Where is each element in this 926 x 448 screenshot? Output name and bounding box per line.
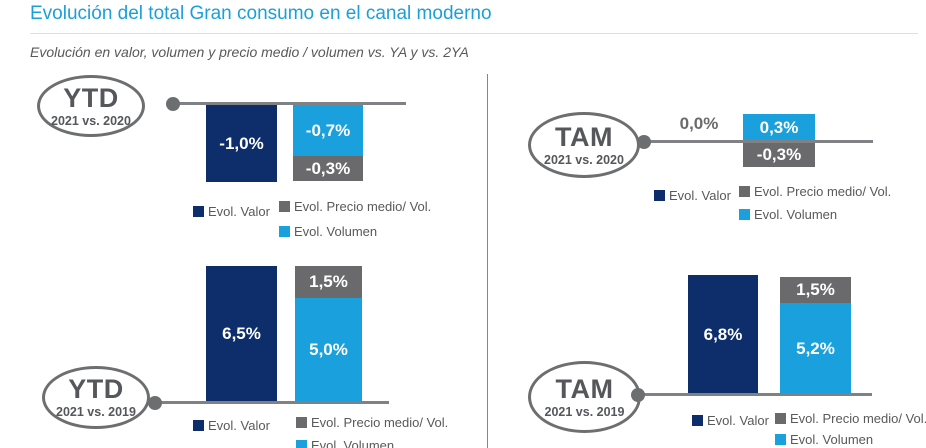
volumen-value: 5,0% [309, 340, 348, 359]
ytd-2020-valor-bar: -1,0% [206, 105, 277, 182]
legend-label: Evol. Valor [669, 188, 731, 203]
precio-value: 1,5% [796, 280, 835, 299]
badge-label: YTD [63, 82, 119, 113]
precio-swatch-icon [279, 201, 290, 212]
tam-2019-legend-precio: Evol. Precio medio/ Vol. [775, 411, 926, 426]
precio-value: -0,3% [756, 145, 802, 164]
legend-label: Evol. Precio medio/ Vol. [754, 184, 892, 199]
precio-swatch-icon [775, 413, 786, 424]
page-title: Evolución del total Gran consumo en el c… [30, 3, 492, 24]
ytd-2020-legend-precio: Evol. Precio medio/ Vol. [279, 199, 431, 214]
ytd-2019-legend-valor: Evol. Valor [193, 418, 270, 433]
tam-2019-legend-volumen: Evol. Volumen [775, 432, 873, 447]
tam-2019-valor-bar: 6,8% [688, 275, 758, 395]
ytd-2019-legend-volumen: Evol. Volumen [296, 438, 394, 448]
ytd-2019-legend-precio: Evol. Precio medio/ Vol. [296, 415, 448, 430]
volumen-swatch-icon [279, 226, 290, 237]
legend-label: Evol. Valor [208, 204, 270, 219]
valor-value: -1,0% [219, 133, 264, 153]
legend-label: Evol. Valor [707, 413, 769, 428]
tam-2020-volumen-bar: 0,3% [743, 114, 815, 141]
tam-2019-precio-bar: 1,5% [780, 277, 851, 303]
ytd-2019-axis-line [151, 401, 389, 404]
tam-2019-axis-dot-icon [631, 388, 645, 402]
legend-label: Evol. Volumen [294, 224, 378, 239]
volumen-swatch-icon [739, 209, 750, 220]
ytd-2020-volumen-bar: -0,7% [293, 105, 363, 156]
ytd-2019-precio-bar: 1,5% [295, 266, 362, 298]
badge-label: TAM [555, 121, 613, 152]
precio-swatch-icon [296, 417, 307, 428]
legend-label: Evol. Volumen [790, 432, 874, 447]
ytd-2020-badge: YTD 2021 vs. 2020 [37, 75, 145, 137]
badge-period: 2021 vs. 2019 [544, 404, 625, 419]
legend-label: Evol. Valor [208, 418, 270, 433]
ytd-2020-axis-line [173, 102, 406, 105]
page-subtitle: Evolución en valor, volumen y precio med… [30, 44, 469, 60]
ytd-2020-legend-volumen: Evol. Volumen [279, 224, 377, 239]
tam-2020-valor-label: 0,0% [679, 114, 719, 133]
badge-period: 2021 vs. 2020 [51, 113, 131, 128]
tam-2020-precio-bar: -0,3% [743, 143, 815, 167]
vertical-divider [487, 74, 488, 448]
precio-value: 1,5% [309, 272, 348, 291]
tam-2019-legend-valor: Evol. Valor [692, 413, 769, 428]
legend-label: Evol. Precio medio/ Vol. [311, 415, 449, 430]
tam-2020-legend-volumen: Evol. Volumen [739, 207, 837, 222]
ytd-2020-legend-valor: Evol. Valor [193, 204, 270, 219]
precio-swatch-icon [739, 186, 750, 197]
valor-swatch-icon [193, 420, 204, 431]
badge-period: 2021 vs. 2020 [544, 152, 624, 167]
tam-2020-axis-line [644, 140, 873, 143]
tam-2019-volumen-bar: 5,2% [780, 303, 851, 395]
volumen-value: 0,3% [759, 117, 799, 137]
badge-period: 2021 vs. 2019 [56, 405, 136, 419]
tam-2020-legend-valor: Evol. Valor [654, 188, 731, 203]
valor-swatch-icon [193, 206, 204, 217]
tam-2019-axis-line [638, 393, 872, 396]
ytd-2019-axis-dot-icon [148, 396, 162, 410]
precio-value: -0,3% [305, 158, 351, 178]
volumen-value: -0,7% [305, 120, 351, 140]
legend-label: Evol. Volumen [754, 207, 838, 222]
volumen-value: 5,2% [796, 339, 835, 358]
tam-2020-legend-precio: Evol. Precio medio/ Vol. [739, 184, 891, 199]
ytd-2019-badge: YTD 2021 vs. 2019 [42, 366, 150, 429]
valor-swatch-icon [654, 190, 665, 201]
tam-2020-badge: TAM 2021 vs. 2020 [528, 112, 640, 178]
ytd-2019-valor-bar: 6,5% [206, 266, 277, 402]
ytd-2020-precio-bar: -0,3% [293, 156, 363, 181]
ytd-2020-axis-dot-icon [166, 97, 180, 111]
badge-label: TAM [555, 373, 614, 404]
tam-2019-badge: TAM 2021 vs. 2019 [528, 361, 641, 433]
title-divider [30, 33, 918, 34]
legend-label: Evol. Volumen [311, 438, 395, 448]
legend-label: Evol. Precio medio/ Vol. [294, 199, 432, 214]
volumen-swatch-icon [775, 434, 786, 445]
badge-label: YTD [68, 374, 124, 404]
valor-value: 6,5% [222, 324, 261, 343]
tam-2020-axis-dot-icon [637, 135, 651, 149]
ytd-2019-volumen-bar: 5,0% [295, 298, 362, 402]
valor-swatch-icon [692, 415, 703, 426]
legend-label: Evol. Precio medio/ Vol. [790, 411, 926, 426]
volumen-swatch-icon [296, 440, 307, 448]
valor-value: 6,8% [703, 325, 743, 344]
